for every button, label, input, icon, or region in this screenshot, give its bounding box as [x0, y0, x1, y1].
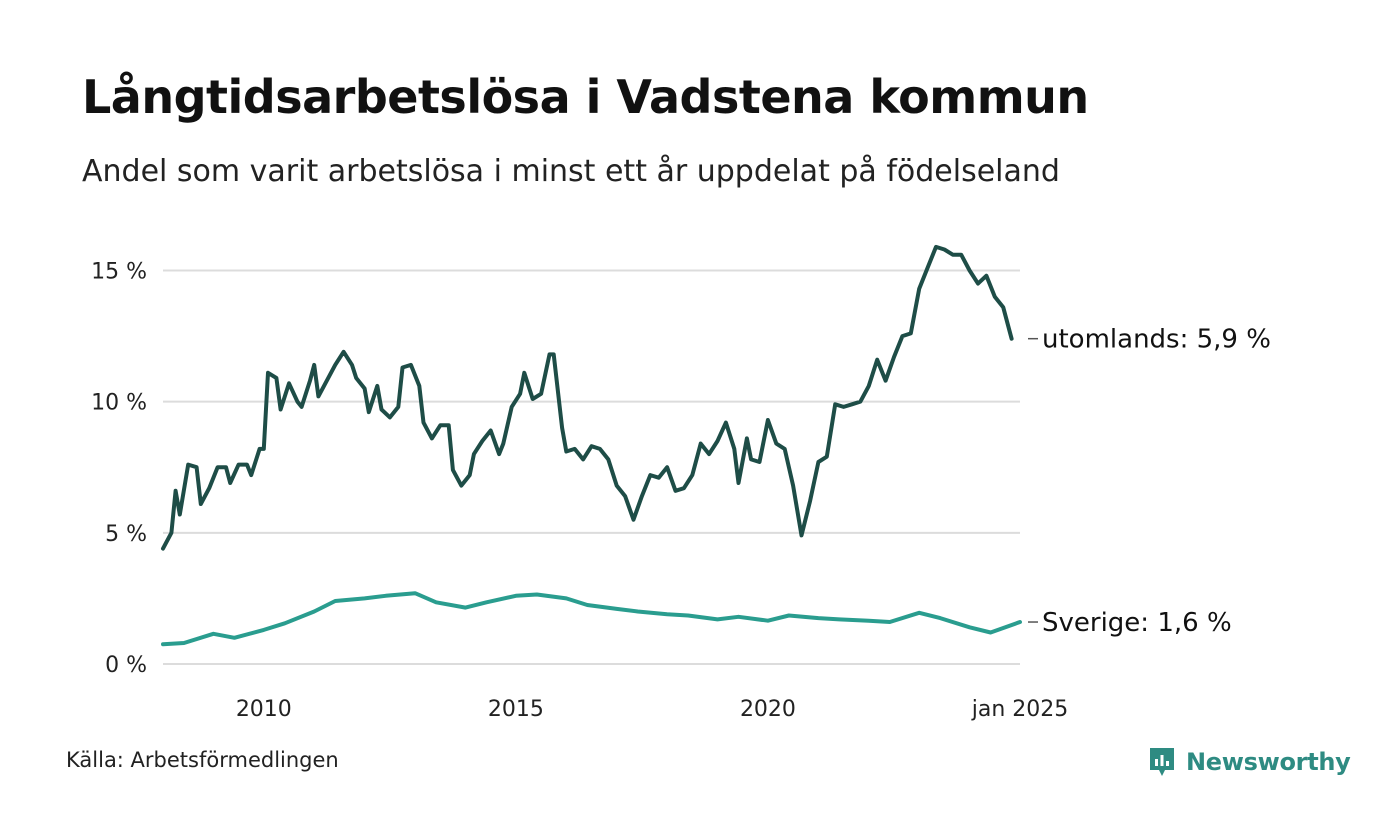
series-end-label: utomlands: 5,9 % — [1042, 325, 1271, 355]
series-line-1 — [161, 591, 1022, 647]
brand-logo: Newsworthy — [1148, 744, 1351, 780]
y-tick-label: 5 % — [105, 522, 147, 547]
newsworthy-logo-icon — [1150, 748, 1174, 776]
x-tick-label: 2020 — [740, 697, 796, 722]
brand-name: Newsworthy — [1186, 748, 1351, 776]
x-tick-label: 2015 — [488, 697, 544, 722]
series-lines — [161, 244, 1022, 647]
y-tick-label: 0 % — [105, 653, 147, 678]
y-axis-labels: 0 % 5 % 10 % 15 % — [91, 259, 147, 678]
series-end-labels: utomlands: 5,9 % Sverige: 1,6 % — [1028, 325, 1271, 638]
grid-lines — [163, 269, 1020, 665]
y-tick-label: 10 % — [91, 391, 147, 416]
series-end-label: Sverige: 1,6 % — [1042, 608, 1232, 638]
y-tick-label: 15 % — [91, 259, 147, 284]
x-tick-label: jan 2025 — [971, 697, 1069, 722]
x-axis-labels: 2010 2015 2020 jan 2025 — [236, 697, 1068, 722]
x-tick-label: 2010 — [236, 697, 292, 722]
source-note: Källa: Arbetsförmedlingen — [66, 748, 339, 772]
series-line-0 — [161, 244, 1014, 551]
chart-title: Långtidsarbetslösa i Vadstena kommun — [82, 70, 1089, 124]
chart-subtitle: Andel som varit arbetslösa i minst ett å… — [82, 154, 1060, 189]
